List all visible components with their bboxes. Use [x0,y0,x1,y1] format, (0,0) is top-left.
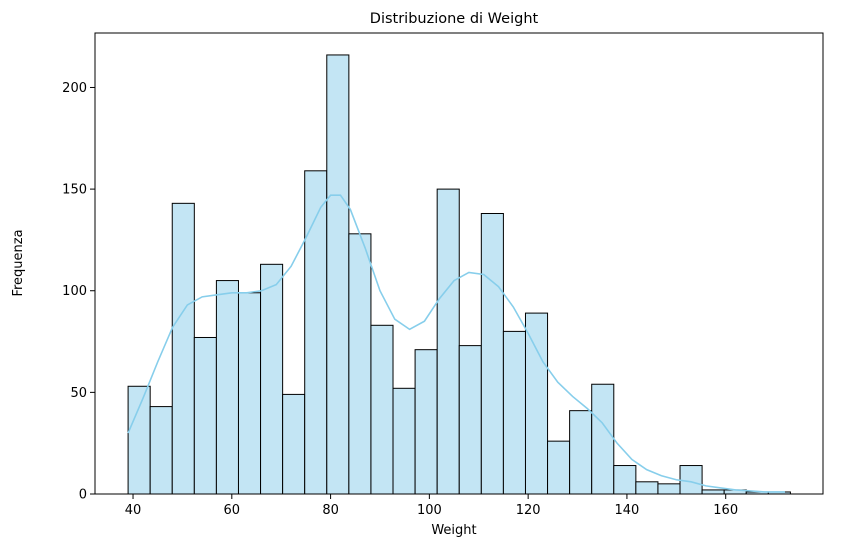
y-tick-label: 50 [70,386,87,401]
histogram-bar [260,263,284,495]
y-tick-label: 150 [62,183,87,198]
histogram-bar [326,54,350,495]
x-tick-label: 80 [322,503,339,518]
histogram-bar [502,330,526,495]
y-tick-label: 0 [79,488,87,503]
histogram-bar [480,212,504,495]
y-tick-label: 100 [62,284,87,299]
histogram-bar [547,440,571,495]
x-axis-label: Weight [431,523,476,538]
x-tick-label: 120 [516,503,541,518]
histogram-bar [149,406,173,495]
histogram-bar [237,292,262,495]
histogram-bar [679,465,703,495]
x-tick-label: 100 [417,503,442,518]
histogram-bar [458,345,482,495]
x-tick-label: 160 [713,503,738,518]
histogram-bar [215,280,239,495]
histogram-bar [569,410,593,495]
histogram-bar [613,465,637,495]
histogram-bar [701,489,725,495]
plot-frame [94,32,824,495]
histogram-bar [414,349,438,495]
histogram-bar [348,233,372,495]
histogram-bar [171,202,195,495]
histogram-bar [524,312,549,495]
histogram-bar [282,393,306,495]
histogram-bar [392,387,416,495]
histogram-bar [657,483,681,495]
x-tick-label: 140 [615,503,640,518]
histogram-bars [127,54,791,495]
histogram-bar [591,383,615,495]
y-axis-label: Frequenza [11,229,26,296]
kde-curve [127,194,785,493]
histogram-bar [436,188,460,495]
histogram-bar [193,336,217,495]
x-tick-label: 40 [125,503,142,518]
x-tick-label: 60 [224,503,241,518]
histogram-bar [127,385,151,495]
y-axis-ticks: 0 50 100 150 200 [62,81,95,503]
histogram-bar [635,481,659,495]
x-axis-ticks: 40 60 80 100 120 140 160 [125,494,738,518]
histogram-bar [370,324,394,495]
y-tick-label: 200 [62,81,87,96]
chart-title: Distribuzione di Weight [370,11,539,27]
